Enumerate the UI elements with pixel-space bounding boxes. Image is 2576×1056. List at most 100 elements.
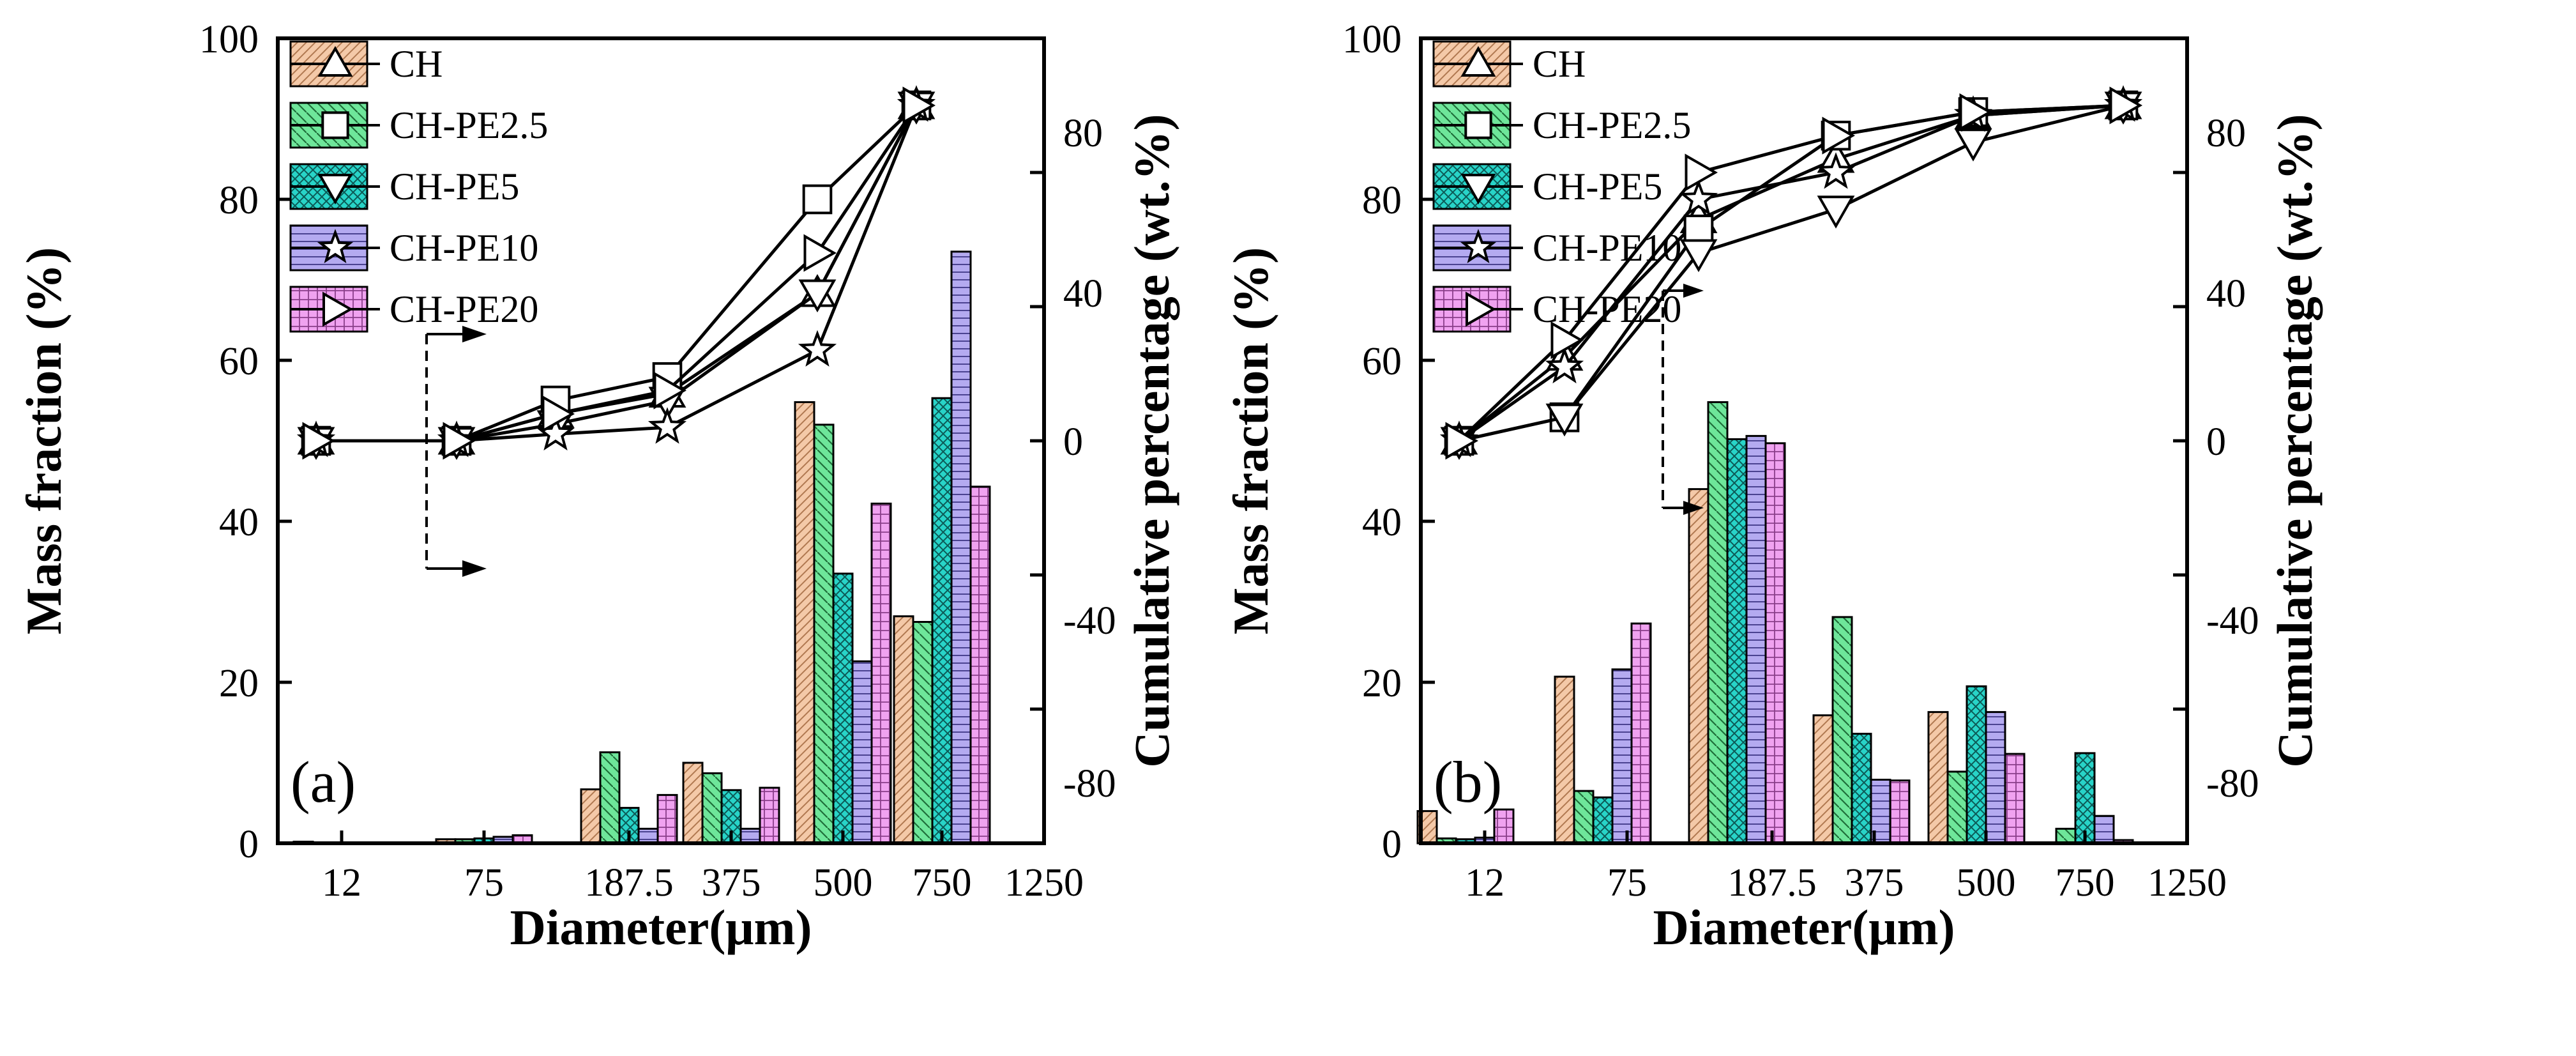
- legend-label: CH-PE5: [390, 165, 519, 208]
- bar-ch-pe20: [1630, 622, 1652, 845]
- y2-tick-label: 80: [2206, 112, 2246, 155]
- y2-axis-title-b: Cumulative percentage (wt.%): [2267, 114, 2322, 767]
- cumulative-marker: [1822, 116, 1856, 155]
- legend-marker: [317, 174, 353, 205]
- cumulative-marker: [1545, 403, 1584, 437]
- bars-a: [292, 250, 991, 845]
- x-tick-label: 187.5: [1727, 861, 1817, 905]
- y-tick-label: 80: [1362, 179, 1402, 222]
- bar-ch: [580, 788, 602, 845]
- x-tick-label: 1250: [1004, 861, 1084, 905]
- x-tick-label: 750: [2056, 861, 2115, 905]
- bar-ch-pe20: [2004, 753, 2026, 845]
- cumulative-line-ch: [1458, 103, 2124, 442]
- y2-tick-label: 40: [1063, 272, 1103, 316]
- bar-ch-pe2-5: [1573, 790, 1595, 845]
- y-tick-label: 100: [199, 18, 259, 61]
- x-tick-labels-b: 12 75 187.5 375 500 750 1250: [1465, 861, 2227, 905]
- bar-ch-pe2-5: [1707, 401, 1729, 845]
- cumulative-marker: [1445, 422, 1479, 460]
- x-tick-label: 187.5: [584, 861, 674, 905]
- bar-ch-pe2-5: [912, 621, 934, 845]
- legend-marker: [322, 291, 354, 327]
- cumulative-marker: [2109, 86, 2143, 125]
- cumulative-line-ch-pe20: [1458, 103, 2124, 442]
- bar-ch-pe20: [1889, 779, 1911, 845]
- bar-ch-pe20: [1764, 442, 1786, 845]
- bar-ch-pe5: [1851, 733, 1872, 845]
- y-tick-labels-a: 100 80 60 40 20 0: [199, 18, 259, 866]
- bar-ch-pe2-5: [1831, 616, 1853, 845]
- bar-ch-pe5: [832, 572, 854, 845]
- y2-axis-title-a: Cumulative percentage (wt.%): [1124, 114, 1179, 767]
- y2-tick-label: -40: [2206, 599, 2259, 643]
- bar-ch-pe2-5: [813, 424, 835, 845]
- legend-label: CH-PE10: [1533, 227, 1681, 269]
- cumulative-marker: [803, 234, 837, 272]
- x-tick-label: 1250: [2148, 861, 2227, 905]
- cumulative-marker: [443, 422, 476, 460]
- cumulative-line-ch-pe20: [316, 104, 918, 443]
- x-axis-title-a: Diameter(μm): [510, 899, 812, 955]
- bar-ch-pe20: [870, 502, 892, 845]
- dashed-annotation-a: [425, 326, 487, 577]
- y2-tick-labels-a: 80 40 0 -40 -80: [1063, 112, 1116, 806]
- legend-label: CH: [1533, 43, 1586, 85]
- bar-ch-pe10: [1745, 434, 1767, 845]
- bar-ch-pe10: [1611, 668, 1633, 845]
- bar-ch-pe5: [1966, 685, 1987, 845]
- y2-tick-label: -40: [1063, 599, 1116, 643]
- x-tick-label: 75: [464, 861, 504, 905]
- bar-ch: [1812, 714, 1834, 845]
- bar-ch-pe2-5: [2055, 827, 2077, 845]
- bar-ch-pe20: [656, 793, 678, 845]
- cumulative-marker: [302, 422, 336, 460]
- y-tick-label: 20: [219, 662, 259, 705]
- cumulative-marker: [902, 86, 936, 125]
- cumulative-marker: [653, 371, 687, 409]
- bar-ch: [682, 761, 704, 845]
- legend-label: CH-PE20: [390, 288, 538, 330]
- legend-label: CH: [390, 43, 443, 85]
- legend-marker: [317, 45, 353, 77]
- y-tick-labels-b: 100 80 60 40 20 0: [1342, 18, 1402, 866]
- x-tick-label: 750: [913, 861, 972, 905]
- bar-ch-pe10: [2093, 815, 2115, 845]
- legend-b: CH CH-PE2.5 CH-PE5 CH-PE10 CH-PE20: [1432, 40, 1691, 333]
- cumulative-line-ch-pe2-5: [1458, 103, 2124, 443]
- cumulative-line-ch-pe5: [1458, 103, 2124, 443]
- y-axis-title-a: Mass fraction (%): [16, 247, 72, 635]
- legend-marker: [1460, 45, 1496, 77]
- y-tick-label: 0: [1382, 823, 1402, 866]
- bar-ch-pe5: [2074, 752, 2096, 845]
- bar-ch-pe10: [739, 827, 761, 845]
- bar-ch-pe10: [851, 660, 873, 845]
- cumulative-marker: [1683, 214, 1714, 245]
- bar-ch-pe20: [969, 486, 991, 845]
- legend-marker: [1464, 111, 1492, 139]
- x-tick-label: 75: [1607, 861, 1647, 905]
- y-axis-title-b: Mass fraction (%): [1223, 247, 1278, 635]
- y-tick-label: 60: [219, 340, 259, 383]
- cumulative-marker: [1545, 346, 1584, 384]
- cumulative-marker: [1959, 93, 1993, 131]
- legend-label: CH-PE20: [1533, 288, 1681, 330]
- panel-label-a: (a): [291, 749, 356, 815]
- legend-label: CH-PE2.5: [390, 104, 548, 146]
- bar-ch-pe10: [637, 827, 659, 845]
- y2-tick-label: 0: [2206, 420, 2226, 464]
- y2-tick-label: -80: [1063, 762, 1116, 806]
- y-tick-label: 40: [1362, 501, 1402, 544]
- legend-label: CH-PE10: [390, 227, 538, 269]
- y2-tick-label: -80: [2206, 762, 2259, 806]
- y2-tick-labels-b: 80 40 0 -40 -80: [2206, 112, 2259, 806]
- y2-tick-label: 0: [1063, 420, 1083, 464]
- legend-marker: [1460, 229, 1497, 264]
- y-tick-label: 0: [239, 823, 259, 866]
- cumulative-lines-a: [296, 85, 936, 461]
- x-tick-label: 375: [1845, 861, 1904, 905]
- panel-b: 100 80 60 40 20 0 80 40 0 -40 -80 12 75 …: [1223, 18, 2322, 955]
- cumulative-marker: [648, 407, 687, 444]
- bar-ch-pe5: [931, 397, 953, 845]
- panel-a: 100 80 60 40 20 0 80 40 0 -40 -80 12 75 …: [16, 18, 1179, 955]
